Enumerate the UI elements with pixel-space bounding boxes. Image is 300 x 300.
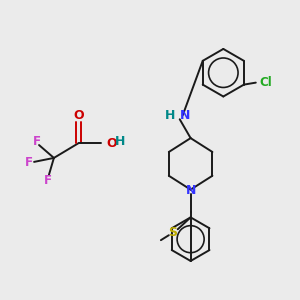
Text: N: N — [180, 109, 190, 122]
Text: O: O — [106, 136, 117, 150]
Text: F: F — [33, 135, 41, 148]
Text: O: O — [74, 109, 84, 122]
Text: F: F — [44, 174, 52, 187]
Text: N: N — [185, 184, 196, 197]
Text: Cl: Cl — [260, 76, 272, 89]
Text: F: F — [25, 156, 33, 170]
Text: S: S — [168, 226, 177, 239]
Text: H: H — [164, 109, 175, 122]
Text: H: H — [115, 135, 126, 148]
